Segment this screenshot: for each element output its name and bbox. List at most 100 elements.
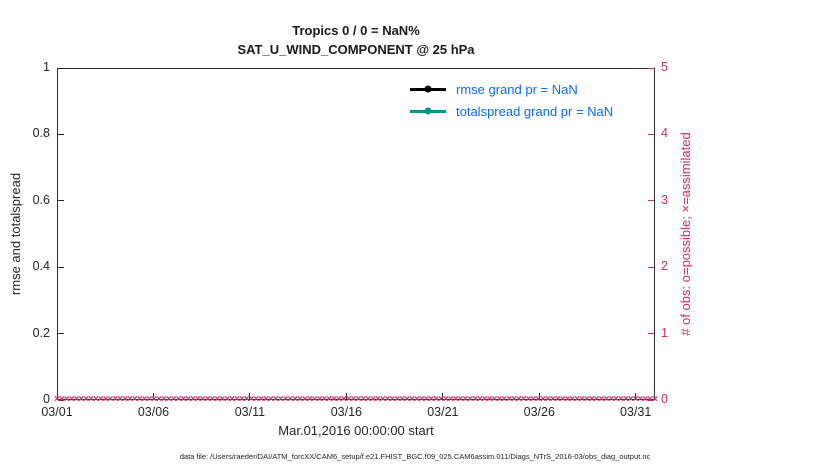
assimilated-obs-marker: × xyxy=(491,394,498,405)
x-axis-tick-mark xyxy=(442,393,444,399)
left-axis-tick-label: 0.6 xyxy=(32,192,50,207)
assimilated-obs-marker: × xyxy=(399,394,406,405)
assimilated-obs-marker: × xyxy=(112,394,119,405)
x-axis-tick-label: 03/01 xyxy=(41,405,73,419)
assimilated-obs-marker: × xyxy=(306,394,313,405)
legend-label: totalspread grand pr = NaN xyxy=(456,103,614,119)
assimilated-obs-marker: × xyxy=(78,394,85,405)
assimilated-obs-marker: × xyxy=(608,394,615,405)
assimilated-obs-marker: × xyxy=(209,394,216,405)
right-axis-tick-mark xyxy=(648,133,654,135)
left-axis-tick-label: 0.8 xyxy=(32,126,50,141)
assimilated-obs-marker: × xyxy=(384,394,391,405)
x-axis-tick-mark xyxy=(56,393,58,399)
assimilated-obs-marker: × xyxy=(618,394,624,405)
right-axis-tick-mark xyxy=(648,399,654,401)
right-axis-tick-label: 4 xyxy=(661,126,668,141)
assimilated-obs-marker: × xyxy=(321,394,328,405)
assimilated-obs-marker: × xyxy=(340,394,347,405)
assimilated-obs-marker: × xyxy=(515,394,522,405)
x-axis-tick-mark xyxy=(249,393,251,399)
x-axis-tick-label: 03/31 xyxy=(620,405,652,419)
assimilated-obs-marker: × xyxy=(559,394,566,405)
assimilated-obs-marker: × xyxy=(302,394,308,405)
assimilated-obs-marker: × xyxy=(433,394,440,405)
assimilated-obs-marker: × xyxy=(185,394,192,405)
assimilated-obs-marker: × xyxy=(549,394,556,405)
legend-entry: rmse grand pr = NaN xyxy=(410,78,613,100)
assimilated-obs-marker: × xyxy=(229,394,235,405)
assimilated-obs-marker: × xyxy=(136,394,143,405)
assimilated-obs-marker: × xyxy=(501,394,508,405)
assimilated-obs-marker: × xyxy=(554,394,561,405)
assimilated-obs-marker: × xyxy=(642,394,649,405)
assimilated-obs-marker: × xyxy=(141,394,148,405)
assimilated-obs-marker: × xyxy=(122,394,128,405)
left-axis-label: rmse and totalspread xyxy=(8,172,23,296)
assimilated-obs-marker: × xyxy=(195,394,201,405)
assimilated-obs-marker: × xyxy=(647,394,654,405)
assimilated-obs-marker: × xyxy=(253,394,260,405)
assimilated-obs-marker: × xyxy=(199,394,206,405)
assimilated-obs-marker: × xyxy=(462,394,469,405)
assimilated-obs-marker: × xyxy=(214,394,221,405)
assimilated-obs-marker: × xyxy=(598,394,605,405)
assimilated-obs-marker: × xyxy=(588,394,595,405)
assimilated-obs-marker: × xyxy=(525,394,532,405)
right-axis-tick-label: 0 xyxy=(661,392,668,406)
assimilated-obs-marker: × xyxy=(496,394,503,405)
assimilated-obs-marker: × xyxy=(131,394,138,405)
assimilated-obs-marker: × xyxy=(277,394,284,405)
right-axis-tick-mark xyxy=(648,266,654,268)
assimilated-obs-marker: × xyxy=(535,394,542,405)
assimilated-obs-marker: × xyxy=(97,394,104,405)
assimilated-obs-marker: × xyxy=(248,394,255,405)
assimilated-obs-marker: × xyxy=(68,394,75,405)
assimilated-obs-marker: × xyxy=(151,394,158,405)
legend-line-marker xyxy=(410,83,446,95)
assimilated-obs-marker: × xyxy=(472,394,479,405)
assimilated-obs-marker: × xyxy=(146,394,153,405)
x-axis-tick-label: 03/21 xyxy=(427,405,459,419)
x-axis-tick-mark xyxy=(635,393,637,399)
left-axis-tick-label: 0 xyxy=(43,392,50,406)
assimilated-obs-marker: × xyxy=(569,394,576,405)
assimilated-obs-marker: × xyxy=(258,394,265,405)
legend-label: rmse grand pr = NaN xyxy=(456,81,578,97)
assimilated-obs-marker: × xyxy=(574,394,581,405)
assimilated-obs-marker: × xyxy=(161,394,167,405)
assimilated-obs-marker: × xyxy=(224,394,231,405)
plot-area xyxy=(57,68,655,400)
assimilated-obs-marker: × xyxy=(457,394,464,405)
legend: rmse grand pr = NaN totalspread grand pr … xyxy=(410,78,613,122)
assimilated-obs-marker: × xyxy=(374,394,381,405)
assimilated-obs-marker: × xyxy=(63,394,70,405)
assimilated-obs-marker: × xyxy=(447,394,454,405)
assimilated-obs-marker: × xyxy=(365,394,372,405)
assimilated-obs-marker: × xyxy=(287,394,294,405)
assimilated-obs-marker: × xyxy=(180,394,187,405)
left-axis-tick-label: 0.2 xyxy=(32,325,50,340)
assimilated-obs-marker: × xyxy=(282,394,289,405)
assimilated-obs-marker: × xyxy=(622,394,629,405)
assimilated-obs-marker: × xyxy=(360,394,367,405)
assimilated-obs-marker: × xyxy=(243,394,250,405)
assimilated-obs-marker: × xyxy=(593,394,600,405)
right-axis-tick-mark xyxy=(648,333,654,335)
assimilated-obs-marker: × xyxy=(345,394,352,405)
right-axis-tick-label: 2 xyxy=(661,259,668,274)
x-axis-tick-label: 03/26 xyxy=(523,405,555,419)
assimilated-obs-marker: × xyxy=(603,394,610,405)
assimilated-obs-marker: × xyxy=(530,394,537,405)
left-axis-tick-mark xyxy=(58,266,64,268)
right-axis-tick-label: 5 xyxy=(661,60,668,74)
data-file-path: data file: /Users/raeder/DAI/ATM_forcXX/… xyxy=(179,452,651,461)
assimilated-obs-marker: × xyxy=(102,394,109,405)
assimilated-obs-marker: × xyxy=(486,394,493,405)
assimilated-obs-marker: × xyxy=(408,394,415,405)
assimilated-obs-marker: × xyxy=(452,394,459,405)
assimilated-obs-marker: × xyxy=(156,394,163,405)
assimilated-obs-marker: × xyxy=(394,394,401,405)
assimilated-obs-marker: × xyxy=(175,394,182,405)
left-axis-tick-mark xyxy=(58,133,64,135)
